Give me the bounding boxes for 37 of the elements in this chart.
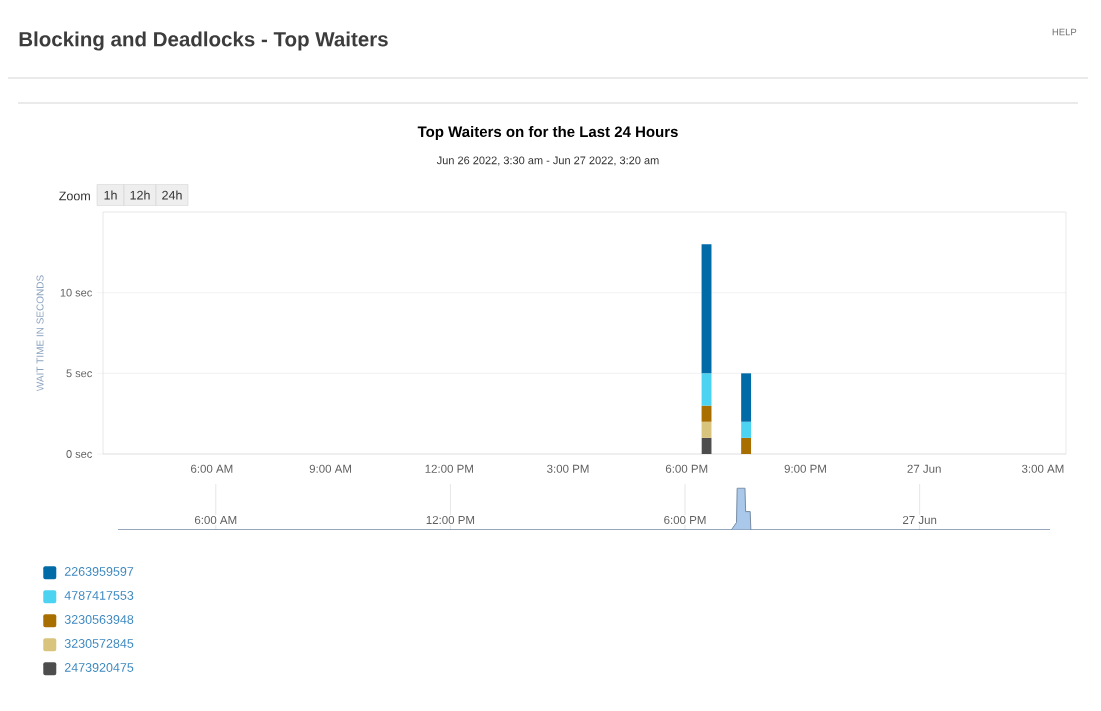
text: HELP — [1052, 28, 1077, 36]
bar — [741, 437, 752, 454]
text: Zoom — [59, 191, 90, 201]
x-tick-label: 6:00 PM — [664, 515, 706, 525]
bar — [701, 244, 712, 374]
legend-label: 4787417553 — [64, 591, 134, 600]
x-tick-label: 3:00 AM — [1021, 464, 1064, 473]
x-tick-label: 12:00 PM — [425, 464, 473, 473]
legend-label: 3230572845 — [64, 639, 134, 648]
x-tick-label: 6:00 AM — [191, 464, 233, 473]
x-tick-label: 6:00 AM — [194, 515, 237, 525]
bar — [701, 421, 712, 438]
x-tick-label: 6:00 PM — [665, 464, 708, 473]
x-tick-label: 9:00 PM — [784, 464, 826, 473]
y-tick-label: 10 sec — [60, 288, 92, 297]
y-tick-label: 0 sec — [66, 450, 92, 458]
text: Blocking and Deadlocks - Top Waiters — [19, 31, 388, 51]
x-tick-label: 27 Jun — [907, 464, 941, 473]
bar — [741, 373, 752, 422]
bar — [701, 405, 712, 422]
text: 12h — [130, 190, 150, 200]
bar — [741, 421, 752, 438]
text: 1h — [104, 190, 117, 200]
legend-label: 3230563948 — [64, 615, 134, 624]
y-tick-label: 5 sec — [66, 369, 92, 378]
legend-label: 2263959597 — [64, 567, 134, 576]
text: 24h — [162, 190, 182, 200]
chart-subtitle: Jun 26 2022, 3:30 am - Jun 27 2022, 3:20 am — [436, 156, 659, 166]
bar — [701, 437, 712, 454]
x-tick-label: 27 Jun — [902, 515, 937, 525]
legend-label: 2473920475 — [64, 663, 134, 672]
x-tick-label: 3:00 PM — [547, 464, 589, 473]
x-tick-label: 12:00 PM — [426, 515, 475, 525]
chart-title: Top Waiters on for the Last 24 Hours — [417, 126, 678, 140]
y-axis-title: WAIT TIME IN SECONDS — [36, 275, 44, 392]
x-tick-label: 9:00 AM — [309, 464, 352, 473]
bar — [701, 373, 712, 406]
